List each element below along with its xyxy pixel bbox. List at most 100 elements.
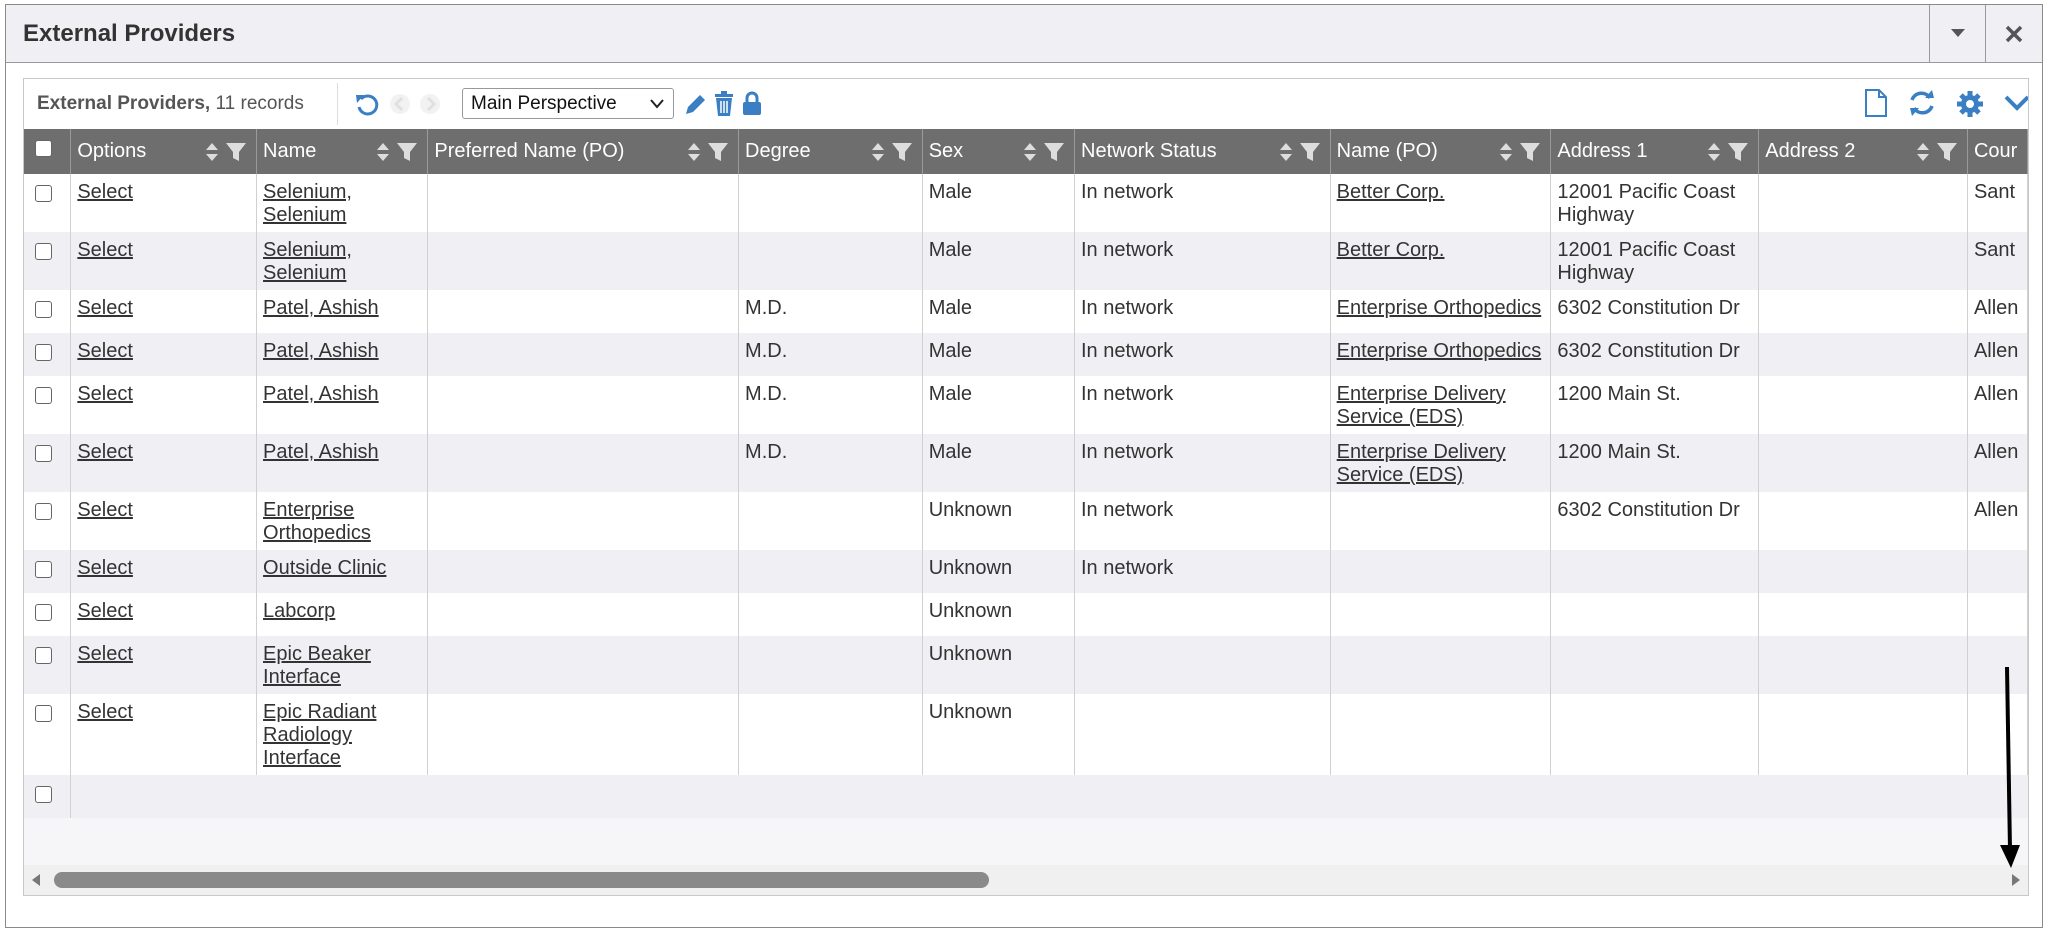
refresh-button[interactable] [1908,89,1936,117]
forward-button[interactable] [418,92,442,116]
cell-link[interactable]: Enterprise Orthopedics [1336,340,1542,362]
cell-link[interactable]: Select [77,701,133,723]
cell-link[interactable]: Enterprise Orthopedics [1336,297,1542,319]
sort-filter-icons[interactable] [1278,141,1322,163]
back-button[interactable] [388,92,412,116]
sort-filter-icons[interactable] [375,141,419,163]
cell-link[interactable]: Enterprise Delivery Service (EDS) [1336,441,1506,486]
cell-link[interactable]: Patel, Ashish [263,340,379,362]
row-checkbox[interactable] [35,301,52,318]
cell-link[interactable]: Patel, Ashish [263,297,379,319]
cell-link[interactable]: Select [77,441,133,463]
cell-link[interactable]: Select [77,557,133,579]
column-header: Degree [738,129,923,174]
cell-link[interactable]: Select [77,181,133,203]
cell-link[interactable]: Labcorp [263,600,336,622]
table-cell: Allen [1967,492,2028,550]
cell-link[interactable]: Select [77,643,133,665]
sort-filter-icons[interactable] [686,141,730,163]
cell-link[interactable]: Epic Radiant Radiology Interface [263,701,377,769]
sort-filter-icons[interactable] [1498,141,1542,163]
cell-link[interactable]: Epic Beaker Interface [263,643,371,688]
table-cell [1967,550,2028,593]
cell-text: In network [1081,297,1174,319]
cell-text: In network [1081,557,1174,579]
perspective-select[interactable]: Main Perspective [462,88,674,119]
scroll-right[interactable] [2010,873,2022,887]
table-cell [427,434,740,492]
cell-link[interactable]: Patel, Ashish [263,383,379,405]
sort-filter-icons[interactable] [870,141,914,163]
table-cell: Male [922,290,1076,333]
cell-link[interactable]: Outside Clinic [263,557,387,579]
providers-table: Options Name Preferred Name (PO) Degree Sex N… [24,129,2028,818]
table-cell: Unknown [922,694,1076,775]
cell-link[interactable]: Select [77,297,133,319]
sort-filter-icons[interactable] [1915,141,1959,163]
row-checkbox[interactable] [35,243,52,260]
row-checkbox[interactable] [35,503,52,520]
table-cell [738,550,923,593]
cell-text: In network [1081,340,1174,362]
cell-text: M.D. [745,340,788,362]
table-cell [1074,694,1331,775]
sort-filter-icons[interactable] [204,141,248,163]
row-checkbox[interactable] [35,344,52,361]
row-checkbox[interactable] [35,561,52,578]
row-checkbox[interactable] [35,647,52,664]
table-cell [1758,694,1968,775]
table-cell [427,694,740,775]
cell-text: Male [928,239,973,261]
row-checkbox[interactable] [35,387,52,404]
scroll-thumb[interactable] [54,872,989,888]
export-button[interactable] [1863,88,1889,118]
table-cell: 6302 Constitution Dr [1550,333,1760,376]
close-button[interactable] [1985,5,2042,62]
lock-button[interactable] [741,90,763,116]
table-cell [427,333,740,376]
row-checkbox[interactable] [35,705,52,722]
row-checkbox[interactable] [35,786,52,803]
cell-link[interactable]: Patel, Ashish [263,441,379,463]
table-cell [1758,174,1968,232]
scroll-left[interactable] [30,873,42,887]
cell-link[interactable]: Selenium, Selenium [263,239,352,284]
delete-button[interactable] [712,91,736,117]
collapse-button[interactable] [1929,5,1986,62]
cell-link[interactable]: Enterprise Orthopedics [263,499,371,544]
cell-link[interactable]: Better Corp. [1336,181,1445,203]
row-checkbox[interactable] [35,185,52,202]
sort-filter-icons[interactable] [1706,141,1750,163]
sort-filter-icons[interactable] [1022,141,1066,163]
expand-button[interactable] [2003,92,2029,114]
select-all-checkbox[interactable] [35,140,52,157]
undo-button[interactable] [354,91,380,117]
edit-button[interactable] [682,92,708,118]
select-cell [24,232,72,290]
table-cell [1330,593,1552,636]
cell-text: Unknown [928,600,1013,622]
cell-link[interactable]: Better Corp. [1336,239,1445,261]
cell-link[interactable]: Select [77,340,133,362]
table-cell: In network [1074,550,1331,593]
cell-link[interactable]: Select [77,600,133,622]
cell-link[interactable]: Selenium, Selenium [263,181,352,226]
perspective-value: Main Perspective [471,93,617,114]
table-cell: Unknown [922,593,1076,636]
settings-button[interactable] [1956,90,1984,118]
cell-link[interactable]: Select [77,383,133,405]
table-cell: Select [70,376,258,434]
row-checkbox[interactable] [35,445,52,462]
cell-text: 12001 Pacific Coast Highway [1557,239,1736,284]
cell-link[interactable]: Enterprise Delivery Service (EDS) [1336,383,1506,428]
cell-link[interactable]: Select [77,239,133,261]
table-cell [738,694,923,775]
select-cell [24,333,72,376]
table-cell: 12001 Pacific Coast Highway [1550,232,1760,290]
table-cell: M.D. [738,290,923,333]
horizontal-scrollbar[interactable] [24,865,2028,895]
table-cell: M.D. [738,376,923,434]
cell-link[interactable]: Select [77,499,133,521]
row-checkbox[interactable] [35,604,52,621]
